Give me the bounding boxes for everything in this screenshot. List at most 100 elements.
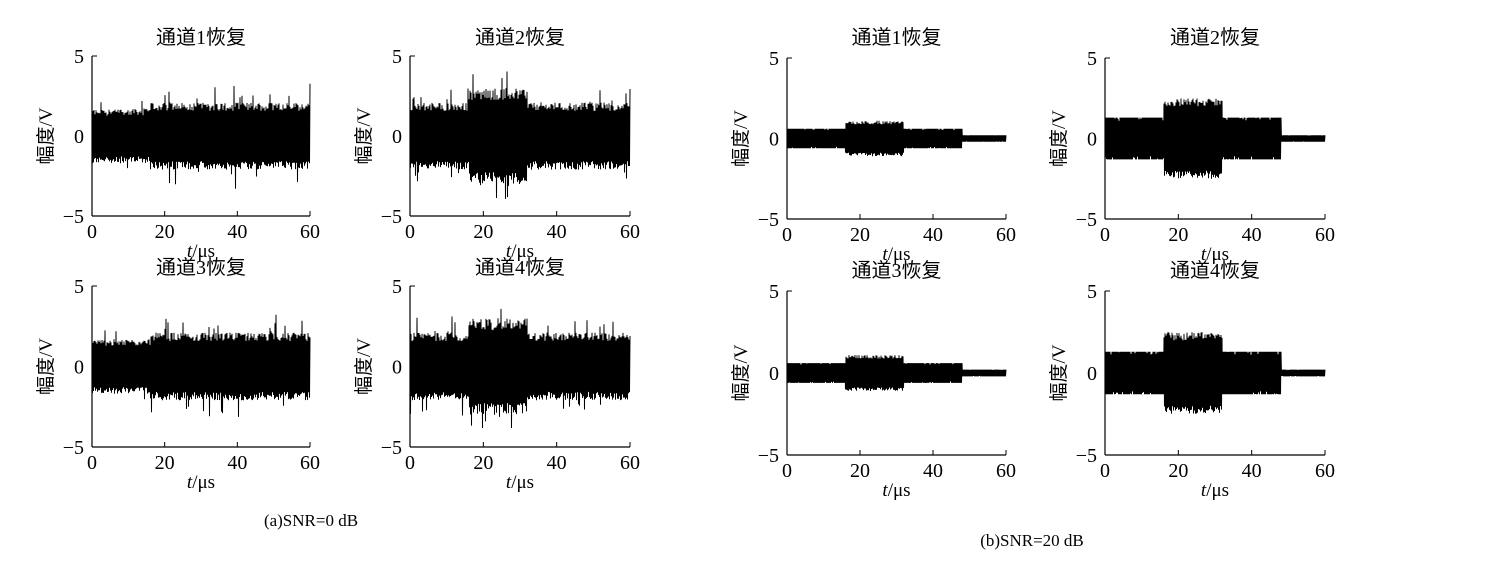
y-tick-label: −5 [1076,445,1097,467]
caption-a: (a)SNR=0 dB [264,511,358,530]
y-tick-label: 0 [74,126,84,148]
x-tick-label: 20 [473,452,493,474]
x-axis-label-var: t [187,241,193,262]
signal-trace [91,314,311,417]
x-axis-label: t/μs [187,241,215,262]
x-tick-label: 0 [782,460,792,482]
x-axis-label: t/μs [882,480,910,501]
x-tick-label: 60 [1315,460,1335,482]
x-axis-label-unit: /μs [1206,480,1229,501]
x-axis-label: t/μs [1201,480,1229,501]
x-tick-label: 60 [620,452,640,474]
x-tick-label: 60 [1315,224,1335,246]
x-tick-label: 0 [87,452,97,474]
caption-b: (b)SNR=20 dB [980,531,1084,550]
y-tick-label: 5 [1087,281,1097,303]
y-axis-label: 幅度/V [730,344,752,401]
x-axis-label: t/μs [506,472,534,493]
x-tick-label: 60 [996,224,1016,246]
x-axis-label-var: t [1201,244,1207,265]
y-tick-label: 5 [392,46,402,68]
y-tick-label: −5 [758,445,779,467]
y-tick-label: 0 [769,363,779,385]
signal-trace [91,83,311,189]
subplot-title: 通道4恢复 [475,256,565,279]
y-axis-label: 幅度/V [35,107,57,164]
x-axis-label-var: t [506,472,512,493]
y-axis-label: 幅度/V [353,338,375,395]
x-tick-label: 0 [405,221,415,243]
signal-trace [409,308,631,429]
x-axis-label-unit: /μs [888,244,911,265]
x-axis-label-var: t [882,480,888,501]
x-tick-label: 20 [850,224,870,246]
x-tick-label: 20 [850,460,870,482]
x-tick-label: 40 [923,460,943,482]
subplot-title: 通道3恢复 [852,259,942,282]
y-tick-label: 5 [1087,48,1097,70]
y-tick-label: −5 [1076,209,1097,231]
y-axis-label: 幅度/V [1048,110,1070,167]
x-tick-label: 40 [227,452,247,474]
subplot-title: 通道1恢复 [156,26,246,49]
x-axis-label-unit: /μs [1206,244,1229,265]
x-tick-label: 20 [1168,224,1188,246]
y-tick-label: 5 [769,48,779,70]
x-tick-label: 0 [405,452,415,474]
x-tick-label: 20 [155,452,175,474]
y-tick-label: −5 [758,209,779,231]
y-tick-label: −5 [63,206,84,228]
subplot-title: 通道3恢复 [156,256,246,279]
x-tick-label: 40 [923,224,943,246]
x-axis-label-unit: /μs [511,472,534,493]
x-tick-label: 0 [782,224,792,246]
x-axis-label-var: t [1201,480,1207,501]
y-tick-label: −5 [63,437,84,459]
y-axis-label: 幅度/V [1048,344,1070,401]
x-tick-label: 40 [547,221,567,243]
x-axis-label-var: t [187,472,193,493]
x-tick-label: 0 [1100,460,1110,482]
signal-trace [1104,332,1326,414]
y-tick-label: 5 [769,281,779,303]
y-tick-label: −5 [381,206,402,228]
y-tick-label: −5 [381,437,402,459]
x-axis-label: t/μs [882,244,910,265]
signal-trace [786,120,1007,157]
x-tick-label: 60 [300,221,320,243]
x-axis-label: t/μs [1201,244,1229,265]
x-axis-label-var: t [506,241,512,262]
y-tick-label: 5 [74,46,84,68]
x-axis-label-unit: /μs [511,241,534,262]
signal-trace [786,354,1007,392]
x-tick-label: 20 [1168,460,1188,482]
x-tick-label: 40 [1242,224,1262,246]
x-axis-label-unit: /μs [888,480,911,501]
y-tick-label: 0 [392,126,402,148]
y-tick-label: 0 [769,129,779,151]
subplot-title: 通道1恢复 [852,26,942,49]
x-axis-label-unit: /μs [192,241,215,262]
x-tick-label: 20 [473,221,493,243]
subplot-title: 通道2恢复 [1170,26,1260,49]
y-tick-label: 0 [392,357,402,379]
x-tick-label: 0 [87,221,97,243]
x-tick-label: 0 [1100,224,1110,246]
x-axis-label: t/μs [506,241,534,262]
y-tick-label: 0 [1087,129,1097,151]
x-axis-label-unit: /μs [192,472,215,493]
x-tick-label: 60 [620,221,640,243]
x-axis-label: t/μs [187,472,215,493]
y-axis-label: 幅度/V [35,338,57,395]
y-tick-label: 0 [1087,363,1097,385]
y-tick-label: 5 [74,276,84,298]
y-tick-label: 5 [392,276,402,298]
subplot-title: 通道2恢复 [475,26,565,49]
